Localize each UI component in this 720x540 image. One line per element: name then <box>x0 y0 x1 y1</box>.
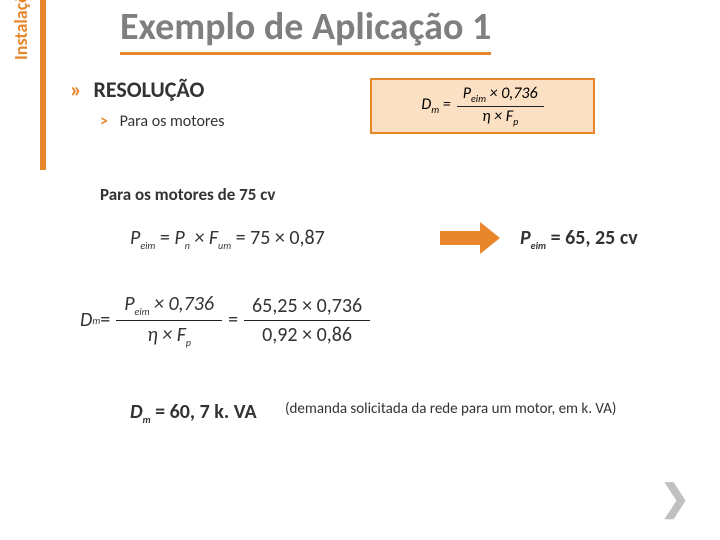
course-label: Instalações Elétricas II <box>10 0 32 60</box>
accent-bar <box>40 0 46 170</box>
dm-lhs: Dm = <box>421 95 450 116</box>
page-title: Exemplo de Aplicação 1 <box>120 4 491 55</box>
bullet-1: » <box>70 76 82 103</box>
dm-den: η × Fp <box>457 107 544 128</box>
sub-label: Para os motores <box>120 112 225 131</box>
arrow-icon <box>440 222 500 252</box>
dm-num: Peim × 0,736 <box>457 84 544 106</box>
next-icon[interactable]: ❯ <box>660 476 690 520</box>
motors-75cv-label: Para os motores de 75 cv <box>100 184 275 205</box>
peim-eq: Peim = Pn × Fum = 75 × 0,87 <box>130 226 325 252</box>
sub-heading: ˃ Para os motores <box>100 112 224 131</box>
dm-calc: Dm = Peim × 0,736 η × Fp = 65,25 × 0,736… <box>80 290 640 350</box>
frac-b: 65,25 × 0,736 0,92 × 0,86 <box>244 292 370 349</box>
dm-fraction: Peim × 0,736 η × Fp <box>457 84 544 127</box>
section-label: RESOLUÇÃO <box>93 76 204 103</box>
dm-result: Dm = 60, 7 k. VA <box>130 400 257 426</box>
peim-result: Peim = 65, 25 cv <box>520 226 638 252</box>
bullet-2: ˃ <box>100 112 108 131</box>
frac-a: Peim × 0,736 η × Fp <box>116 290 222 351</box>
dm-note: (demanda solicitada da rede para um moto… <box>285 400 616 418</box>
formula-dm: Dm = Peim × 0,736 η × Fp <box>370 78 595 134</box>
section-heading: » RESOLUÇÃO <box>70 76 204 103</box>
